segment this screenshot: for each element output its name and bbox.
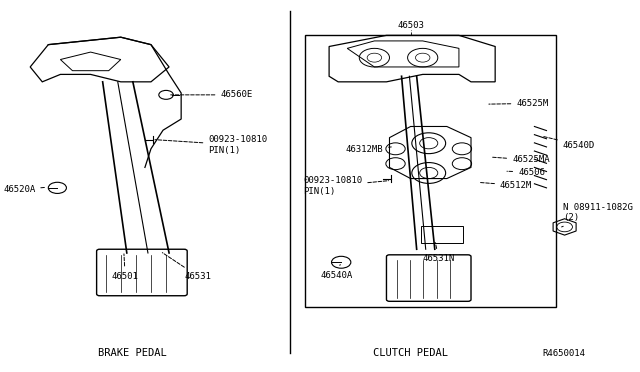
Text: 00923-10810
PIN(1): 00923-10810 PIN(1) [303,176,388,196]
Text: 46540A: 46540A [320,264,352,280]
Text: 46525M: 46525M [489,99,548,108]
Text: CLUTCH PEDAL: CLUTCH PEDAL [373,349,448,358]
Text: 46531: 46531 [163,253,211,280]
Text: 46501: 46501 [112,254,139,280]
Text: 46520A: 46520A [3,185,45,194]
Text: 46506: 46506 [507,168,545,177]
Text: 46512M: 46512M [480,181,532,190]
Text: N 08911-1082G
(2): N 08911-1082G (2) [561,203,633,227]
Text: 46525MA: 46525MA [492,155,550,164]
Text: 00923-10810
PIN(1): 00923-10810 PIN(1) [155,135,268,155]
Text: BRAKE PEDAL: BRAKE PEDAL [99,349,167,358]
Text: 46531N: 46531N [422,243,455,263]
Text: 46560E: 46560E [171,90,253,99]
Text: R4650014: R4650014 [543,349,586,358]
Text: 46503: 46503 [397,21,424,30]
Text: 46540D: 46540D [543,137,595,150]
Text: 46312MB: 46312MB [346,145,391,154]
